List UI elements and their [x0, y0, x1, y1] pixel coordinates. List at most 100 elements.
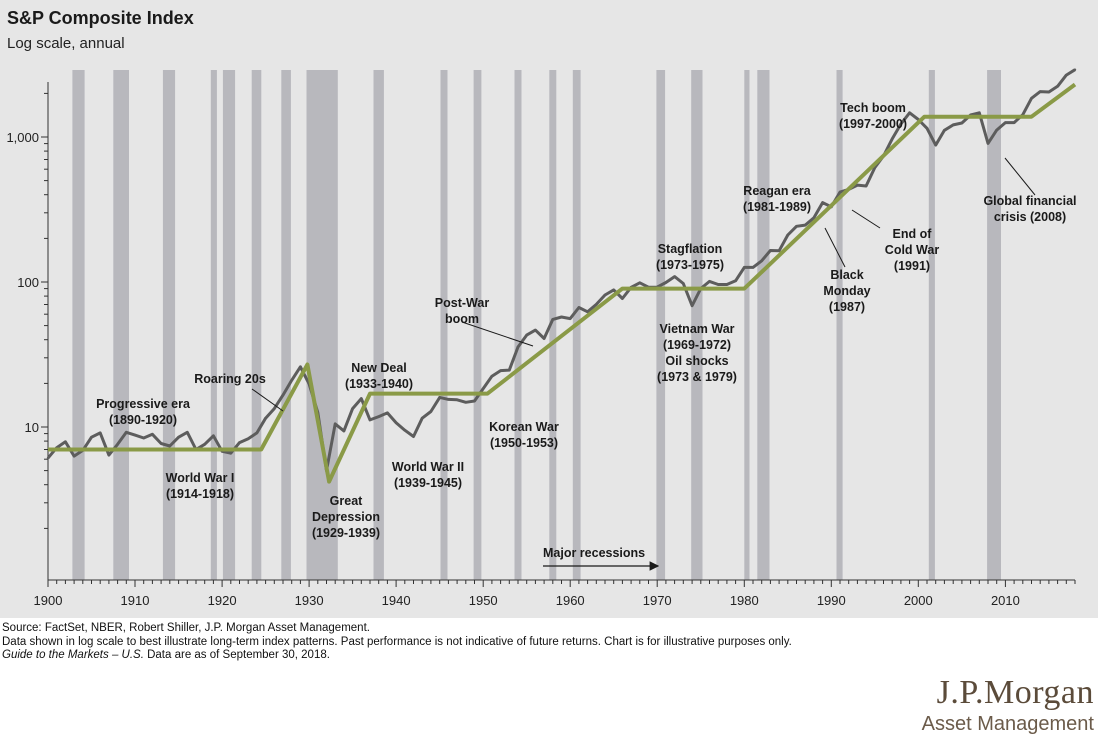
recession-band	[440, 70, 448, 580]
index-point	[360, 397, 363, 400]
index-point	[899, 122, 903, 126]
footnotes: Source: FactSet, NBER, Robert Shiller, J…	[2, 622, 882, 663]
annotation-line: Global financial	[983, 194, 1076, 208]
index-point	[1073, 68, 1077, 71]
annotation-leader-line	[1004, 157, 1036, 196]
index-point	[1039, 90, 1042, 93]
index-point	[586, 310, 589, 313]
index-point	[664, 281, 668, 284]
annotation-label: Global financial crisis (2008)	[983, 194, 1076, 224]
index-point	[1056, 85, 1059, 88]
index-point	[569, 317, 572, 320]
annotation-line: (1890-1920)	[109, 413, 177, 427]
annotation-line: Korean War	[489, 420, 559, 434]
index-point	[212, 434, 215, 437]
annotation-line: End of	[893, 227, 933, 241]
index-point	[838, 190, 842, 194]
annotation-line: Tech boom	[840, 101, 906, 115]
annotation-line: New Deal	[351, 361, 407, 375]
annotation-line: World War II	[392, 460, 464, 474]
index-point	[168, 444, 171, 448]
recession-band	[113, 70, 129, 580]
annotation-label: Stagflation (1973-1975)	[656, 242, 724, 272]
index-point	[891, 137, 894, 141]
index-point	[734, 279, 737, 282]
index-point	[725, 283, 729, 286]
annotation-line: (1973-1975)	[656, 258, 724, 272]
annotation-line: Depression	[312, 510, 380, 524]
annotation-line: (1939-1945)	[394, 476, 462, 490]
annotation-label: World War II (1939-1945)	[392, 460, 464, 490]
index-point	[72, 454, 76, 458]
x-tick-label: 2000	[904, 593, 933, 608]
index-point	[986, 142, 990, 145]
index-point	[351, 407, 354, 410]
index-point	[412, 435, 415, 438]
index-point	[621, 297, 624, 300]
index-point	[255, 431, 259, 435]
annotation-label: World War I (1914-1918)	[166, 471, 235, 501]
footnote-source: Source: FactSet, NBER, Robert Shiller, J…	[2, 622, 370, 634]
index-point	[421, 417, 424, 420]
index-point	[403, 429, 406, 432]
index-point	[247, 437, 250, 440]
index-point	[595, 303, 598, 306]
index-point	[795, 225, 798, 228]
index-point	[133, 433, 137, 437]
index-point	[1065, 73, 1068, 77]
index-point	[952, 123, 955, 127]
index-point	[107, 453, 111, 457]
index-point	[960, 121, 964, 125]
recession-band	[549, 70, 557, 580]
recession-band	[306, 70, 338, 580]
index-point	[525, 333, 528, 337]
x-tick-label: 1900	[34, 593, 63, 608]
annotation-line: Progressive era	[96, 397, 191, 411]
index-point	[717, 283, 720, 286]
annotation-label: New Deal (1933-1940)	[345, 361, 413, 391]
annotation-leader-line	[251, 388, 284, 412]
index-point	[812, 216, 816, 219]
index-point	[943, 129, 946, 132]
annotation-label: Black Monday (1987)	[823, 268, 870, 314]
index-point	[464, 401, 467, 404]
annotation-label: Roaring 20s	[194, 372, 266, 386]
index-point	[856, 183, 859, 187]
recession-band	[373, 70, 384, 580]
index-point	[516, 345, 520, 349]
recession-band	[251, 70, 262, 580]
recession-band	[691, 70, 703, 580]
index-point	[821, 201, 824, 204]
index-point	[142, 436, 145, 440]
index-point	[743, 266, 746, 269]
annotation-line: Stagflation	[658, 242, 723, 256]
index-point	[508, 368, 511, 372]
annotation-line: (1973 & 1979)	[657, 370, 737, 384]
index-point	[90, 436, 93, 439]
annotation-label: Reagan era (1981-1989)	[743, 184, 812, 214]
index-point	[908, 111, 911, 115]
footnote-note: Data shown in log scale to best illustra…	[2, 635, 792, 648]
annotation-line: World War I	[166, 471, 235, 485]
chart-title: S&P Composite Index	[7, 8, 194, 28]
index-point	[673, 275, 676, 278]
index-point	[482, 387, 485, 390]
annotation-line: (1997-2000)	[839, 117, 907, 131]
footnote-guide-date: Data are as of September 30, 2018.	[143, 649, 330, 661]
index-point	[551, 318, 554, 321]
annotation-line: Vietnam War	[659, 322, 734, 336]
index-point	[760, 259, 763, 262]
recession-band	[473, 70, 482, 580]
index-point	[1030, 97, 1033, 100]
annotation-line: Reagan era	[743, 184, 811, 198]
annotation-label: Progressive era (1890-1920)	[96, 397, 191, 427]
index-point	[577, 306, 581, 309]
annotation-line: crisis (2008)	[994, 210, 1066, 224]
index-point	[229, 452, 232, 455]
recession-band	[928, 70, 935, 580]
index-point	[1047, 90, 1051, 94]
index-point	[925, 127, 929, 130]
annotation-leader-line	[851, 209, 881, 229]
x-tick-label: 1920	[208, 593, 237, 608]
x-tick-label: 1950	[469, 593, 498, 608]
